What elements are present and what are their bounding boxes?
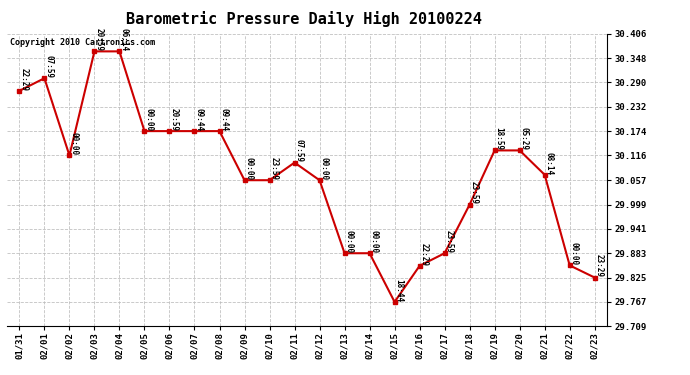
Text: 23:59: 23:59: [270, 157, 279, 180]
Text: 00:00: 00:00: [144, 108, 153, 131]
Text: 18:59: 18:59: [495, 127, 504, 150]
Text: 23:29: 23:29: [595, 255, 604, 278]
Text: 07:59: 07:59: [295, 140, 304, 163]
Text: 23:59: 23:59: [444, 230, 453, 253]
Text: 20:59: 20:59: [170, 108, 179, 131]
Text: 20:59: 20:59: [95, 28, 103, 51]
Text: 18:44: 18:44: [395, 279, 404, 302]
Text: 23:59: 23:59: [470, 182, 479, 204]
Text: 22:29: 22:29: [420, 243, 428, 266]
Text: 00:00: 00:00: [570, 242, 579, 266]
Text: Barometric Pressure Daily High 20100224: Barometric Pressure Daily High 20100224: [126, 11, 482, 27]
Text: 07:59: 07:59: [44, 55, 53, 78]
Text: 00:00: 00:00: [344, 230, 353, 253]
Text: 09:44: 09:44: [195, 108, 204, 131]
Text: 09:44: 09:44: [219, 108, 228, 131]
Text: 00:00: 00:00: [319, 157, 328, 180]
Text: 22:29: 22:29: [19, 68, 28, 91]
Text: 00:00: 00:00: [370, 230, 379, 253]
Text: 00:00: 00:00: [244, 157, 253, 180]
Text: Copyright 2010 Cartronics.com: Copyright 2010 Cartronics.com: [10, 38, 155, 47]
Text: 05:29: 05:29: [520, 127, 529, 150]
Text: 08:14: 08:14: [544, 152, 553, 175]
Text: 06:14: 06:14: [119, 28, 128, 51]
Text: 00:00: 00:00: [70, 132, 79, 156]
